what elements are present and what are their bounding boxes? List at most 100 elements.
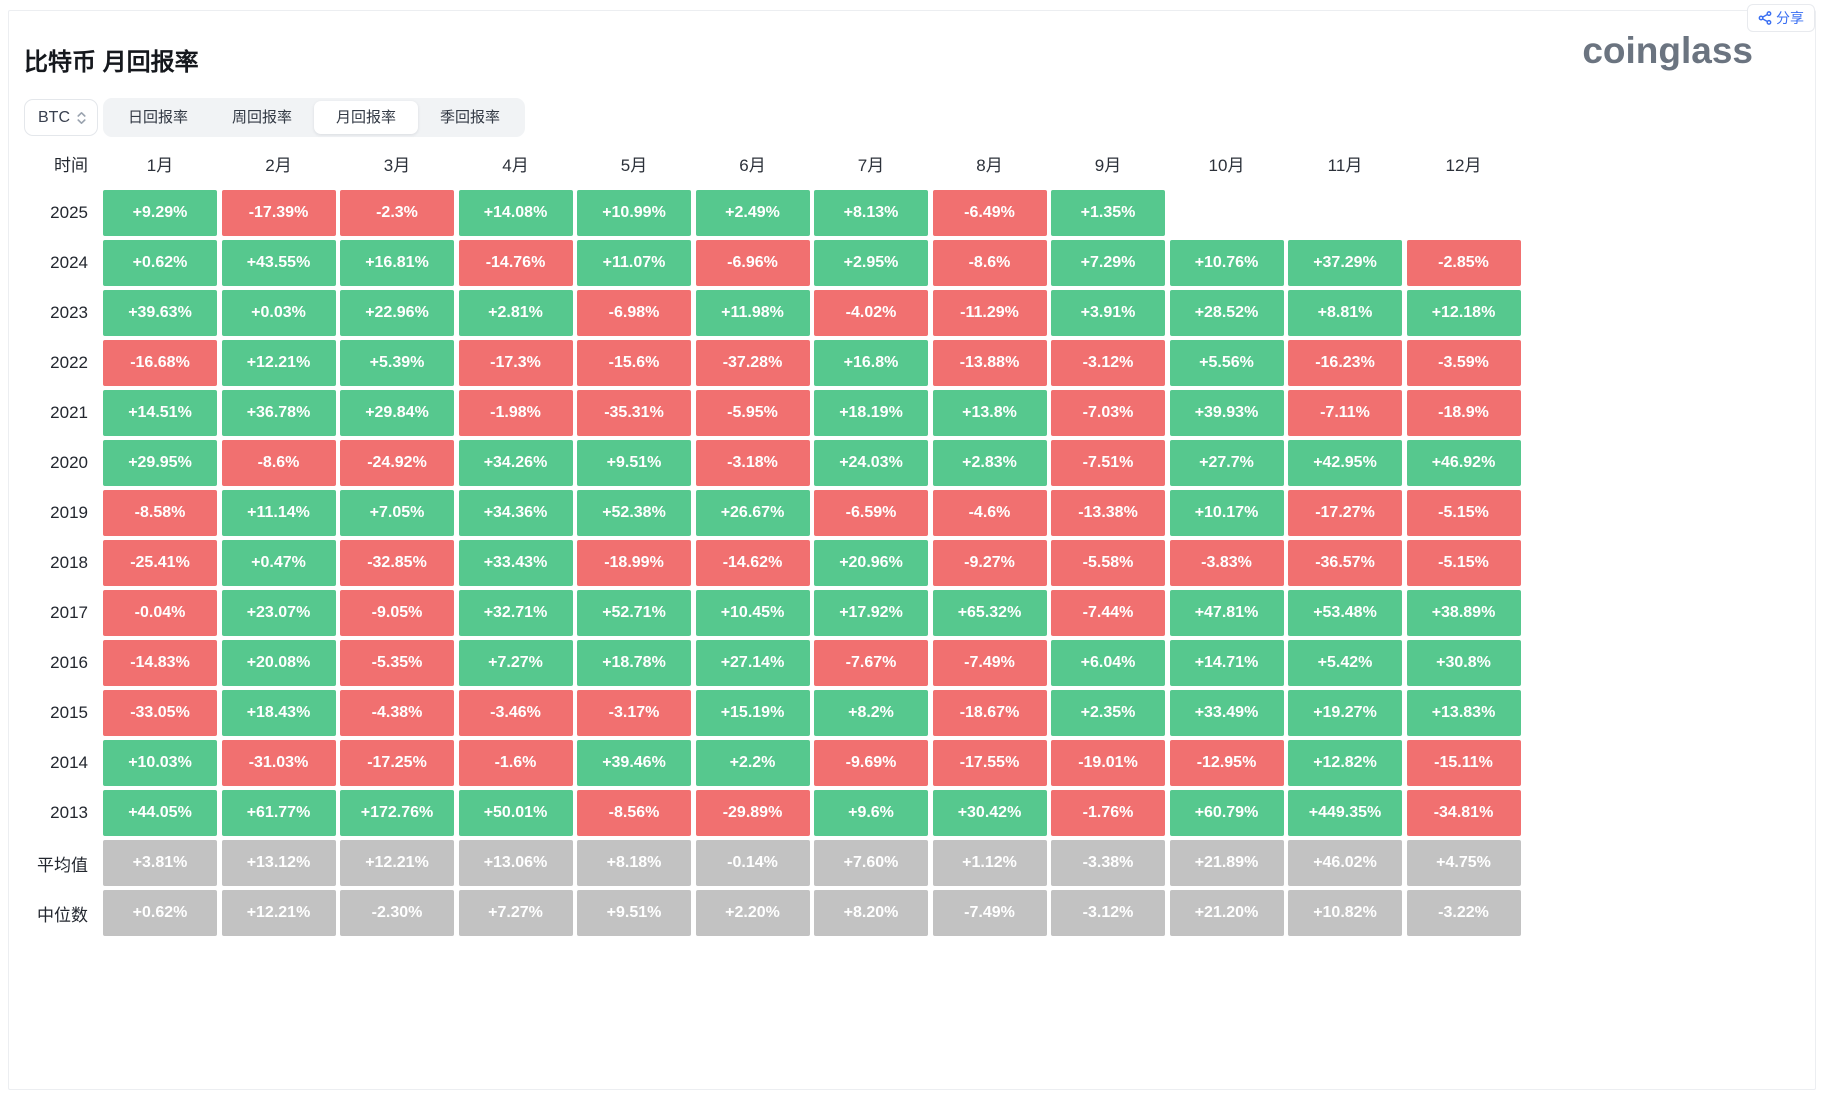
return-cell: -34.81% [1406,790,1521,836]
return-cell: +1.12% [932,840,1047,886]
row-label: 2020 [50,453,88,472]
return-cell: +29.95% [103,440,217,486]
return-cell: -1.76% [1051,790,1165,836]
time-column-header: 时间 [54,155,88,175]
month-header: 10月 [1208,155,1245,175]
table-row: 2013 +44.05% +61.77% +172.76% +50.01% -8.56% -… [0,790,1824,836]
return-cell: -14.62% [695,540,810,586]
row-label: 2017 [50,603,88,622]
return-cell: +21.89% [1169,840,1284,886]
tab-4[interactable]: 季回报率 [440,109,501,126]
return-cell: +13.8% [932,390,1047,436]
return-cell: +2.2% [695,740,810,786]
tab-1[interactable]: 日回报率 [128,109,189,126]
return-cell: -4.38% [340,690,454,736]
return-cell: -2.85% [1406,240,1521,286]
table-row: 平均值 +3.81% +13.12% +12.21% +13.06% +8.18% -0.1… [0,840,1824,886]
table-row: 2021 +14.51% +36.78% +29.84% -1.98% -35.31% -5… [0,390,1824,436]
return-cell: -24.92% [340,440,454,486]
return-cell: +20.96% [814,540,928,586]
return-cell: +14.51% [103,390,217,436]
return-cell: -4.02% [814,290,928,336]
return-cell: +16.81% [340,240,454,286]
return-cell: +13.12% [221,840,336,886]
return-cell: -11.29% [932,290,1047,336]
return-cell: -33.05% [103,690,217,736]
return-cell: +10.03% [103,740,217,786]
return-cell: -37.28% [695,340,810,386]
row-label: 2015 [50,703,88,722]
return-cell: +8.13% [814,190,928,236]
return-cell: +50.01% [458,790,573,836]
return-cell: -3.12% [1051,340,1165,386]
return-cell: +38.89% [1406,590,1521,636]
return-cell: +7.29% [1051,240,1165,286]
row-label: 平均值 [37,855,88,875]
return-cell: -19.01% [1051,740,1165,786]
coin-selector-value: BTC [38,108,70,126]
share-button[interactable]: 分享 [1747,4,1815,32]
return-cell: +19.27% [1288,690,1402,736]
return-cell: +0.03% [221,290,336,336]
return-cell: +9.29% [103,190,217,236]
widget-frame [8,10,1816,1090]
return-cell: -7.51% [1051,440,1165,486]
return-cell: +17.92% [814,590,928,636]
row-label: 2018 [50,553,88,572]
month-header: 9月 [1094,155,1122,175]
return-cell: -0.14% [695,840,810,886]
return-cell: +449.35% [1288,790,1402,836]
return-cell: +2.81% [458,290,573,336]
return-cell: -5.15% [1406,540,1521,586]
return-cell: +29.84% [340,390,454,436]
return-cell: -7.44% [1051,590,1165,636]
table-row: 2016 -14.83% +20.08% -5.35% +7.27% +18.78% +27… [0,640,1824,686]
row-label: 2016 [50,653,88,672]
return-cell: +13.83% [1406,690,1521,736]
return-cell: -15.6% [577,340,691,386]
return-cell: +6.04% [1051,640,1165,686]
return-cell: +44.05% [103,790,217,836]
return-cell: -6.98% [577,290,691,336]
return-cell: +33.49% [1169,690,1284,736]
return-cell: -17.55% [932,740,1047,786]
row-label: 2022 [50,353,88,372]
return-cell: +60.79% [1169,790,1284,836]
return-cell: +30.42% [932,790,1047,836]
return-cell: -5.35% [340,640,454,686]
table-row: 中位数 +0.62% +12.21% -2.30% +7.27% +9.51% +2.20%… [0,890,1824,936]
return-cell: +0.62% [103,890,217,936]
return-cell: -3.18% [695,440,810,486]
returns-table: 时间 1月 2月 3月 4月 5月 6月 7月 8月 9月 10月 11月 12月 2025 +9.29% -… [0,140,1824,936]
return-cell: +10.17% [1169,490,1284,536]
return-cell: +2.35% [1051,690,1165,736]
tab-3[interactable]: 月回报率 [314,101,419,134]
return-cell: -12.95% [1169,740,1284,786]
return-cell: +0.62% [103,240,217,286]
return-cell: +0.47% [221,540,336,586]
tab-2[interactable]: 周回报率 [232,109,293,126]
return-cell: -13.88% [932,340,1047,386]
table-row: 2020 +29.95% -8.6% -24.92% +34.26% +9.51% -3.1… [0,440,1824,486]
return-cell: +26.67% [695,490,810,536]
return-cell: -18.99% [577,540,691,586]
row-label: 2014 [50,753,88,772]
table-row: 2014 +10.03% -31.03% -17.25% -1.6% +39.46% +2.… [0,740,1824,786]
month-header: 8月 [976,155,1003,175]
return-cell: +10.99% [577,190,691,236]
share-button-label: 分享 [1776,10,1804,26]
return-cell: +10.76% [1169,240,1284,286]
return-cell: +172.76% [340,790,454,836]
return-cell: -17.25% [340,740,454,786]
month-header: 4月 [502,155,529,175]
return-cell: +7.27% [458,640,573,686]
return-cell: +2.95% [814,240,928,286]
return-cell: -7.49% [932,890,1047,936]
return-cell: -0.04% [103,590,217,636]
return-cell: +52.38% [577,490,691,536]
return-cell: +3.91% [1051,290,1165,336]
coin-selector[interactable]: BTC [24,99,98,136]
return-cell: -36.57% [1288,540,1402,586]
table-row: 2017 -0.04% +23.07% -9.05% +32.71% +52.71% +10… [0,590,1824,636]
return-cell [1288,190,1402,236]
